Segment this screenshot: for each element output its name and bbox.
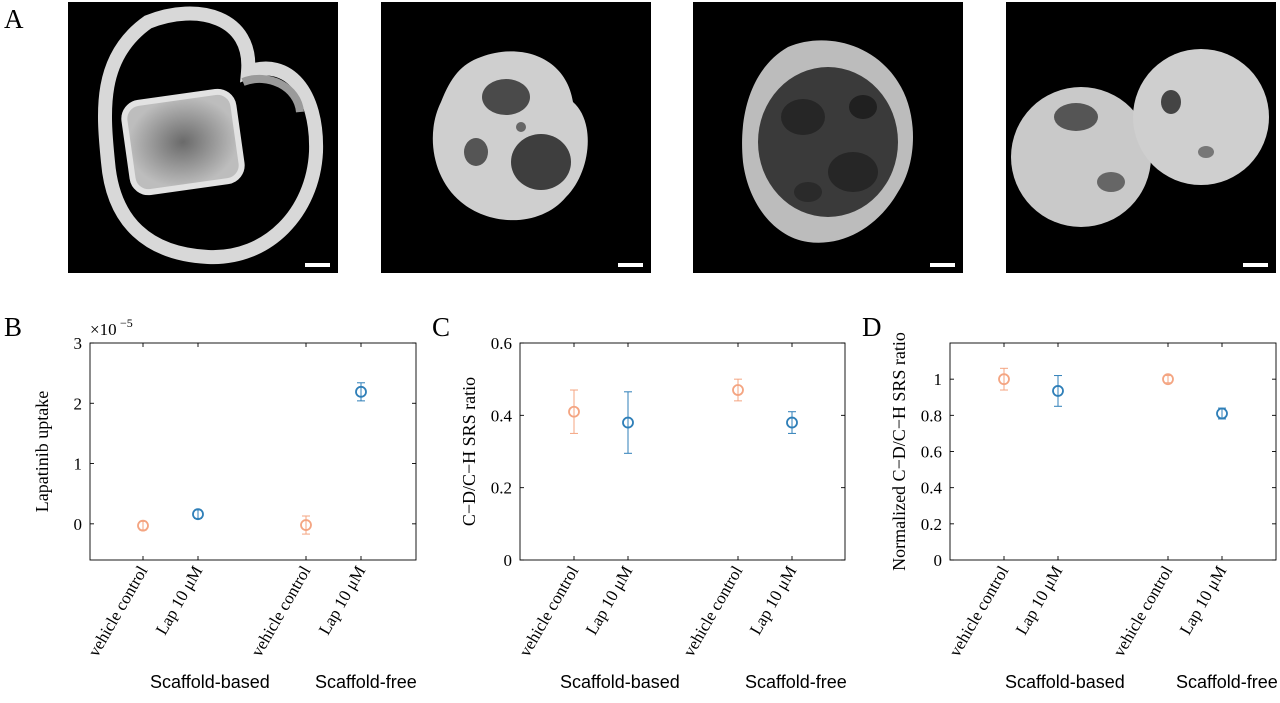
x-category-label: vehicle control [945, 562, 1012, 660]
data-point [137, 519, 149, 532]
x-group-label: Scaffold-free [745, 672, 847, 692]
data-point [1216, 407, 1228, 420]
y-tick-label: 1 [74, 455, 83, 474]
data-point [998, 373, 1010, 386]
x-category-label: Lap 10 μM [1012, 563, 1067, 638]
x-category-label: vehicle control [679, 562, 746, 660]
plot-frame-B [89, 342, 417, 561]
y-tick-label: 0.2 [491, 479, 512, 498]
panel-letter-a: A [4, 4, 24, 34]
panel-letter-c: C [432, 312, 451, 342]
y-tick-label: 1 [934, 370, 943, 389]
y-exponent-power: −5 [120, 316, 133, 330]
x-category-label: Lap 10 μM [582, 563, 637, 638]
y-tick-label: 0.6 [491, 334, 512, 353]
y-tick-label: 3 [74, 334, 83, 353]
x-category-label: vehicle control [84, 562, 151, 660]
x-category-label: Lap 10 μM [315, 563, 370, 638]
plot-frame-C [519, 342, 846, 561]
y-axis-label: Normalized C−D/C−H SRS ratio [889, 332, 909, 571]
y-tick-label: 0.4 [491, 406, 513, 425]
y-tick-label: 2 [74, 394, 83, 413]
data-point [192, 508, 204, 521]
x-category-label: Lap 10 μM [152, 563, 207, 638]
data-point [732, 384, 744, 396]
data-point [300, 519, 312, 531]
microscopy-image-3 [693, 2, 963, 273]
x-category-label: Lap 10 μM [746, 563, 801, 638]
x-category-label: vehicle control [247, 562, 314, 660]
scale-bar [305, 263, 330, 267]
x-group-label: Scaffold-based [150, 672, 270, 692]
x-category-label: vehicle control [515, 562, 582, 660]
plot-frame-D [949, 342, 1277, 561]
x-group-label: Scaffold-free [315, 672, 417, 692]
y-exponent-label: ×10 [90, 320, 117, 339]
y-tick-label: 0 [74, 515, 83, 534]
data-point [1162, 373, 1174, 386]
x-group-label: Scaffold-free [1176, 672, 1278, 692]
y-axis-label: Lapatinib uptake [32, 391, 52, 512]
data-point [622, 416, 634, 429]
x-group-label: Scaffold-based [1005, 672, 1125, 692]
y-axis-label: C−D/C−H SRS ratio [459, 377, 479, 526]
scale-bar [1243, 263, 1268, 267]
data-point [1052, 385, 1064, 397]
data-point [355, 385, 367, 398]
y-tick-label: 0.6 [921, 443, 942, 462]
x-category-label: Lap 10 μM [1176, 563, 1231, 638]
data-point [786, 416, 798, 429]
y-tick-label: 0 [504, 551, 513, 570]
scale-bar [618, 263, 643, 267]
y-tick-label: 0.8 [921, 406, 942, 425]
panel-letter-d: D [862, 312, 882, 342]
panel-letter-b: B [4, 312, 23, 342]
microscopy-image-1 [68, 2, 338, 273]
microscopy-image-4 [1006, 2, 1276, 273]
microscopy-image-2 [381, 2, 651, 273]
data-point [568, 405, 580, 418]
scale-bar [930, 263, 955, 267]
y-tick-label: 0.4 [921, 479, 943, 498]
y-tick-label: 0 [934, 551, 943, 570]
x-category-label: vehicle control [1109, 562, 1176, 660]
x-group-label: Scaffold-based [560, 672, 680, 692]
y-tick-label: 0.2 [921, 515, 942, 534]
